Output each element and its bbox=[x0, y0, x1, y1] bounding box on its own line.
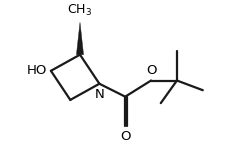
Text: N: N bbox=[95, 88, 105, 101]
Text: O: O bbox=[146, 64, 156, 77]
Text: O: O bbox=[120, 130, 131, 143]
Polygon shape bbox=[76, 22, 83, 55]
Text: CH$_3$: CH$_3$ bbox=[67, 3, 92, 18]
Text: HO: HO bbox=[27, 64, 47, 77]
